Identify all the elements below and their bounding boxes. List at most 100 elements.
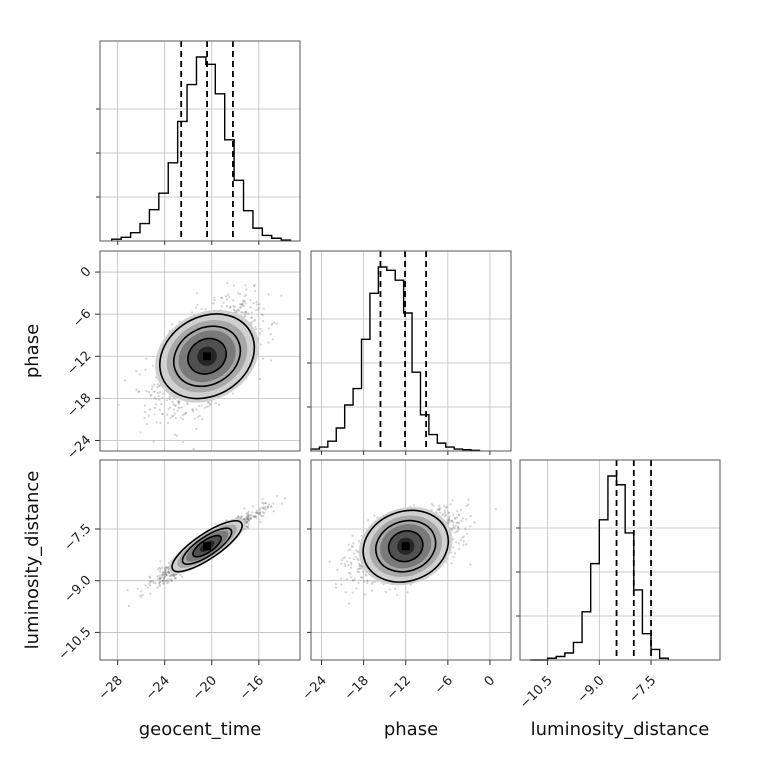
scatter-point — [168, 575, 171, 578]
scatter-point — [243, 528, 246, 531]
scatter-point — [172, 574, 175, 577]
scatter-point — [457, 547, 461, 551]
scatter-point — [207, 405, 210, 408]
scatter-point — [164, 567, 167, 570]
scatter-point — [443, 515, 446, 518]
scatter-point — [450, 519, 454, 522]
scatter-point — [247, 514, 250, 518]
scatter-point — [258, 377, 262, 381]
scatter-point — [354, 555, 358, 559]
scatter-point — [253, 515, 256, 519]
scatter-point — [239, 302, 242, 306]
contour-line — [159, 313, 256, 400]
scatter-point — [166, 574, 169, 577]
scatter-point — [174, 577, 177, 580]
scatter-point — [214, 522, 217, 525]
scatter-point — [366, 579, 369, 582]
x-tick-label: −16 — [237, 673, 267, 703]
scatter-point — [240, 303, 243, 306]
scatter-point — [165, 566, 168, 569]
scatter-point — [168, 395, 171, 399]
scatter-point — [136, 587, 139, 590]
scatter-point — [143, 410, 146, 414]
scatter-point — [170, 579, 174, 582]
scatter-point — [232, 304, 235, 308]
scatter-point — [158, 576, 162, 579]
scatter-point — [454, 541, 458, 544]
grid-lines — [321, 251, 491, 451]
scatter-point — [243, 295, 246, 298]
scatter-point — [388, 588, 391, 591]
x-tick-label: −28 — [96, 673, 126, 703]
x-tick-label: −7.5 — [626, 673, 659, 706]
scatter-point — [170, 573, 173, 576]
scatter-point — [275, 322, 278, 325]
peak-marker — [203, 542, 212, 551]
scatter-point — [144, 584, 147, 587]
scatter-point — [357, 570, 360, 573]
scatter-point — [432, 504, 435, 507]
scatter-point — [255, 303, 258, 306]
x-tick-label: −10.5 — [517, 673, 556, 712]
scatter-point — [247, 518, 250, 521]
scatter-point — [254, 515, 257, 518]
scatter-point — [167, 570, 170, 574]
scatter-point — [154, 403, 158, 406]
scatter-point — [254, 290, 257, 293]
scatter-point — [171, 414, 174, 417]
scatter-point — [167, 580, 170, 584]
contour-line — [387, 530, 424, 563]
scatter-point — [461, 536, 464, 539]
scatter-point — [177, 406, 180, 409]
scatter-point — [212, 302, 215, 305]
scatter-point — [203, 406, 206, 409]
scatter-point — [156, 391, 159, 394]
scatter-point — [455, 516, 459, 519]
scatter-point — [140, 595, 143, 598]
scatter-point — [168, 397, 172, 401]
scatter-point — [252, 515, 255, 518]
scatter-point — [148, 408, 151, 411]
scatter-point — [243, 311, 247, 314]
scatter-point — [209, 402, 212, 405]
scatter-point — [225, 298, 228, 301]
scatter-point — [161, 566, 164, 569]
scatter-point — [174, 404, 177, 407]
scatter-point — [458, 521, 461, 525]
scatter-point — [163, 575, 166, 578]
scatter-point — [439, 506, 442, 510]
scatter-point — [357, 540, 361, 543]
scatter-point — [442, 504, 446, 508]
scatter-point — [161, 413, 164, 416]
contour-line — [181, 527, 233, 565]
scatter-point — [261, 314, 264, 317]
scatter-point — [247, 511, 250, 515]
scatter-point — [359, 564, 362, 567]
scatter-point — [250, 316, 253, 319]
scatter-point — [258, 508, 261, 512]
scatter-point — [347, 543, 350, 546]
scatter-point — [157, 577, 160, 580]
scatter-point — [243, 507, 246, 510]
contour-line — [187, 337, 228, 375]
scatter-point — [192, 410, 195, 413]
y-axis-label: luminosity_distance — [22, 471, 43, 650]
scatter-point — [270, 505, 273, 508]
y-tick-label: −18 — [64, 391, 94, 421]
scatter-point — [196, 303, 199, 306]
scatter-point — [272, 502, 275, 505]
scatter-point — [262, 506, 265, 509]
scatter-point — [156, 575, 159, 578]
scatter-point — [462, 543, 465, 547]
scatter-point — [245, 310, 248, 313]
scatter-point — [198, 414, 201, 418]
x-tick-label: 0 — [482, 673, 498, 689]
scatter-point — [465, 504, 468, 507]
scatter-point — [191, 408, 194, 411]
scatter-point — [245, 311, 248, 314]
scatter-point — [360, 576, 363, 579]
scatter-point — [245, 512, 248, 515]
scatter-point — [178, 401, 181, 404]
scatter-point — [153, 390, 156, 393]
scatter-point — [457, 513, 461, 516]
